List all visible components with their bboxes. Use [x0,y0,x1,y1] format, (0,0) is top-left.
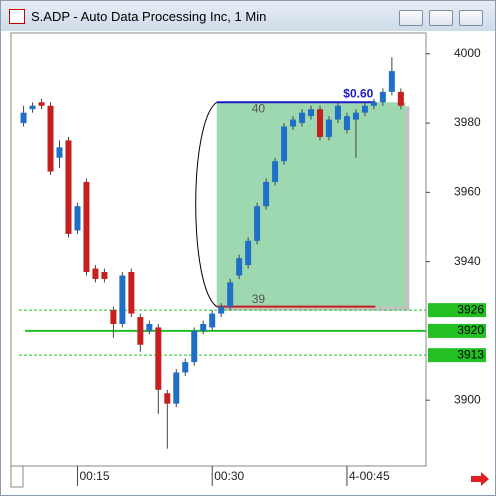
candle-body [317,109,324,137]
measure-change-label: $0.60 [343,86,373,100]
candle-body [164,393,171,404]
level-label: 3920 [457,323,484,337]
candle-body [65,140,72,234]
app-icon [9,9,25,24]
candle-body [370,102,377,106]
candle-body [361,105,368,113]
candle-body [218,306,225,314]
y-tick-label: 4000 [454,46,481,60]
candle-body [227,282,234,307]
y-tick-label: 3940 [454,254,481,268]
scroll-arrow[interactable] [471,472,489,486]
measure-top-label: 40 [252,101,266,115]
x-tick-label: 4-00:45 [349,469,390,483]
candle-body [29,105,36,110]
candle-body [119,275,126,324]
candle-body [263,181,270,207]
candle-body [101,272,108,279]
minimize-button[interactable] [399,10,423,26]
candle-body [209,313,216,328]
x-tick-label: 00:15 [79,469,109,483]
chart: 3900 3940 3960 3980 4000 00:15 00:30 4-00:45 40 3… [10,32,489,488]
candle-body [47,105,54,172]
measure-box [216,102,406,307]
candle-body [200,323,207,331]
candle-body [379,91,386,103]
candle-body [191,330,198,363]
candle-body [325,119,332,137]
measure-arc [195,101,217,308]
maximize-button[interactable] [429,10,453,26]
candle-body [56,147,63,158]
scroll-box[interactable] [10,465,24,488]
candle-body [236,258,243,276]
candle-body [308,109,315,117]
y-tick-label: 3960 [454,185,481,199]
candle-body [137,317,144,345]
candle-body [281,126,288,162]
candle-body [92,268,99,279]
level-label-box [428,323,486,338]
x-tick-label: 00:30 [214,469,244,483]
candle-body [146,323,153,331]
candle-body [254,206,261,241]
candle-body [20,112,27,124]
candle-body [299,112,306,124]
window-title: S.ADP - Auto Data Processing Inc, 1 Min [31,9,267,24]
candle-body [290,119,297,127]
title-bar: S.ADP - Auto Data Processing Inc, 1 Min [1,1,495,31]
candle-body [352,112,359,120]
candle-body [83,181,90,273]
level-label: 3913 [457,347,484,361]
candle-body [110,310,117,324]
level-label: 3926 [457,302,484,316]
level-label-box [428,348,486,363]
candle-body [388,71,395,92]
candle-body [245,240,252,266]
close-button[interactable] [459,10,483,26]
y-tick-label: 3900 [454,392,481,406]
candle-body [182,362,189,373]
measure-bottom-label: 39 [252,292,266,306]
candle-body [128,272,135,314]
candle-body [272,161,279,182]
candle-body [343,116,350,130]
y-tick-label: 3980 [454,115,481,129]
candle-body [38,102,45,106]
level-label-box [428,303,486,318]
candle-body [173,372,180,404]
candle-body [155,327,162,390]
candle-body [74,206,81,231]
candle-body [397,91,404,106]
candle-body [334,105,341,120]
